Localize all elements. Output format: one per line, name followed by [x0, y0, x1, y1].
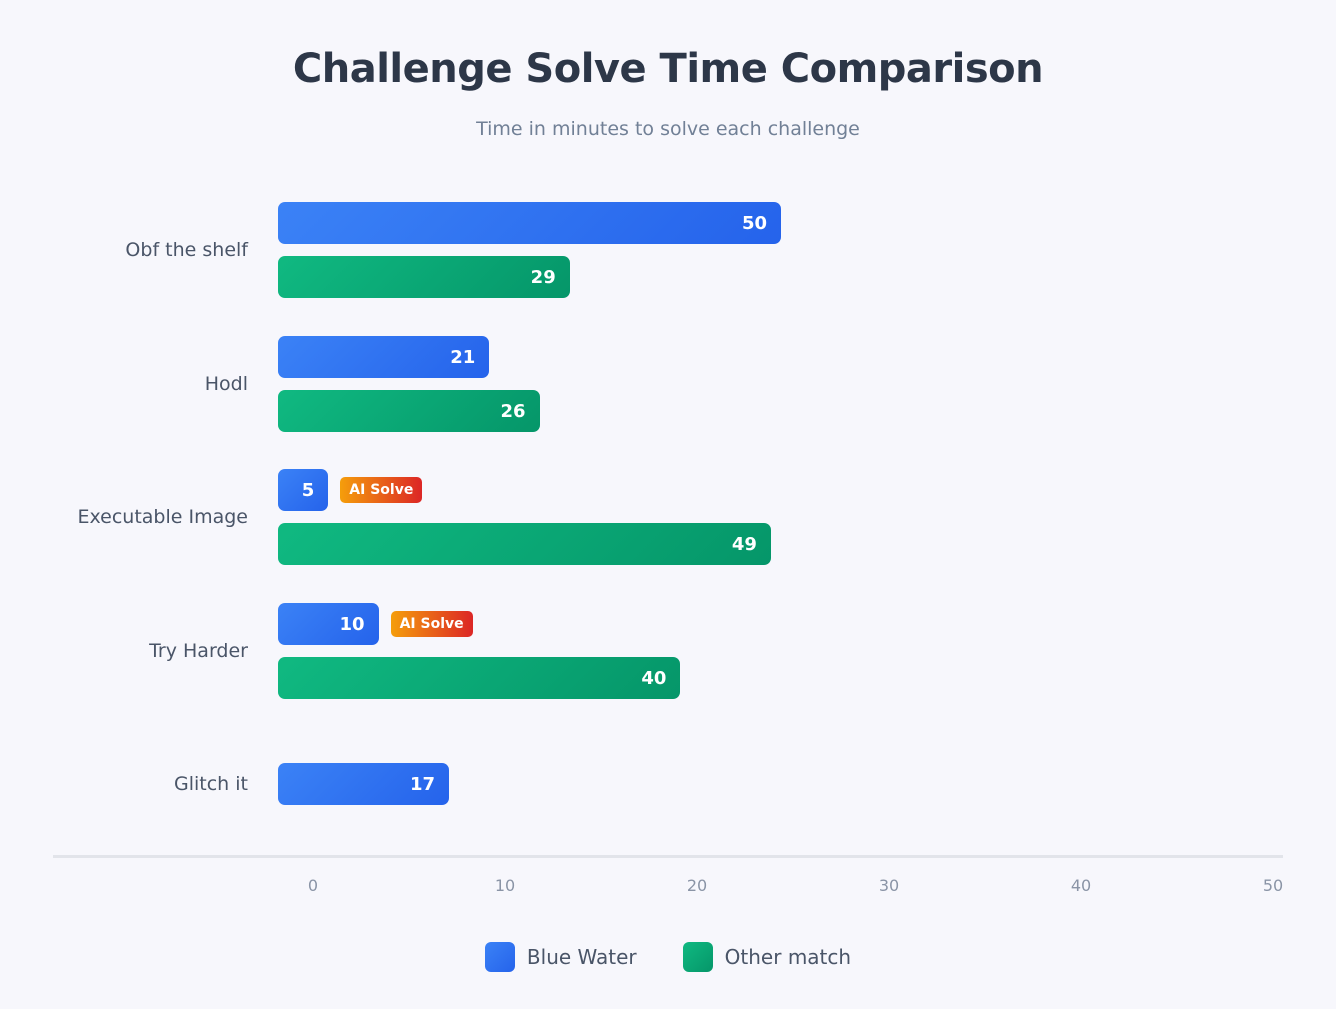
- bar-blue-water: 21: [278, 336, 490, 378]
- bar-other-match: 40: [278, 657, 681, 699]
- chart-subtitle: Time in minutes to solve each challenge: [476, 118, 860, 140]
- bar-blue-water: 10: [278, 603, 379, 645]
- category-label: Executable Image: [77, 506, 248, 528]
- bar-other-match: 29: [278, 256, 570, 298]
- ai-solve-badge: AI Solve: [340, 477, 423, 503]
- legend-item-blue-water: Blue Water: [484, 942, 637, 972]
- category-label: Hodl: [204, 373, 248, 395]
- legend-label: Other match: [724, 945, 852, 969]
- category-label: Glitch it: [174, 773, 248, 795]
- legend-swatch: [682, 942, 713, 972]
- x-tick-label: 30: [878, 876, 900, 895]
- x-tick-label: 50: [1262, 876, 1284, 895]
- x-tick-label: 40: [1070, 876, 1092, 895]
- bar-blue-water: 17: [278, 763, 450, 805]
- bar-blue-water: 5: [278, 469, 329, 511]
- x-axis-line: [53, 855, 1283, 858]
- category-label: Try Harder: [149, 640, 248, 662]
- x-tick-label: 0: [307, 876, 319, 895]
- legend-label: Blue Water: [526, 945, 637, 969]
- legend-swatch: [484, 942, 515, 972]
- bar-blue-water: 50: [278, 202, 781, 244]
- legend-item-other-match: Other match: [682, 942, 852, 972]
- chart-title: Challenge Solve Time Comparison: [292, 46, 1044, 92]
- legend: Blue Water Other match: [0, 942, 1336, 972]
- bar-other-match: 26: [278, 390, 540, 432]
- ai-solve-badge: AI Solve: [390, 611, 473, 637]
- x-tick-label: 20: [686, 876, 708, 895]
- category-label: Obf the shelf: [125, 239, 248, 261]
- x-tick-label: 10: [494, 876, 516, 895]
- bar-other-match: 49: [278, 523, 771, 565]
